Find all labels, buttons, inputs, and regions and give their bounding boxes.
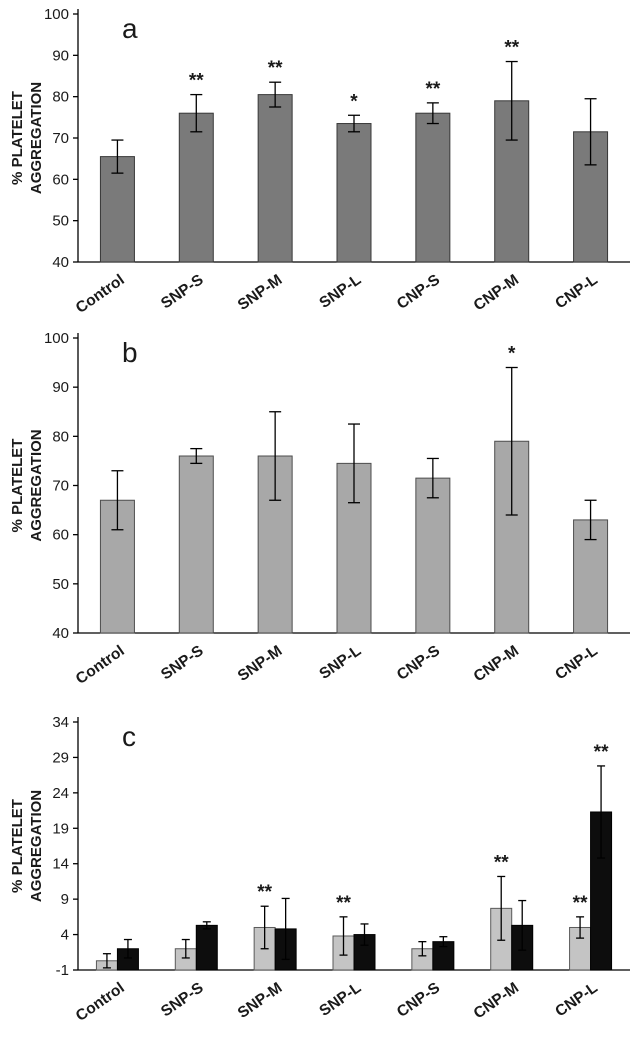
y-tick-label: 90 (52, 379, 69, 396)
bar-SNP-M-aggregation (257, 94, 293, 263)
x-category-label: CNP-S (394, 979, 443, 1021)
x-category-label: SNP-L (316, 271, 364, 312)
significance-marker: ** (504, 38, 519, 59)
x-category-label: CNP-L (552, 979, 601, 1020)
x-category-label: SNP-M (235, 271, 286, 314)
y-tick-label: 100 (44, 330, 69, 347)
y-axis-title: % PLATELET (9, 91, 26, 185)
x-category-label: CNP-S (394, 271, 443, 313)
y-axis-title: AGGREGATION (28, 790, 45, 902)
chart-svg-c: -1 4 9 14 19 24 29 34 % PLATELET AGGREGATION c ** **… (9, 714, 630, 1025)
bar-CNP-S-aggregation (415, 112, 451, 263)
significance-marker: ** (189, 71, 204, 92)
bar-CNP-S-aggregation (415, 477, 451, 634)
significance-marker: ** (336, 893, 351, 914)
y-axis-title: AGGREGATION (28, 82, 45, 194)
x-category-label: CNP-L (552, 271, 601, 312)
significance-marker: ** (257, 882, 272, 903)
x-category-label: Control (73, 271, 128, 317)
y-tick-label: 70 (52, 478, 69, 495)
x-category-label: SNP-L (316, 979, 364, 1020)
y-tick-label: 4 (61, 927, 69, 944)
x-category-label: CNP-L (552, 642, 601, 683)
panel-label: a (122, 13, 138, 44)
y-tick-label: 60 (52, 171, 69, 188)
y-tick-label: 50 (52, 213, 69, 230)
y-axis-title: AGGREGATION (28, 429, 45, 541)
significance-marker: ** (425, 79, 440, 100)
y-tick-label: 40 (52, 254, 69, 271)
x-category-label: SNP-S (158, 642, 207, 683)
chart-panel-a: 40 50 60 70 80 90 100% PLATELET AGGREGATION a ** *… (0, 0, 643, 325)
bar-SNP-S-aggregation (178, 455, 214, 634)
significance-marker: * (350, 91, 358, 112)
chart-svg-b: 40 50 60 70 80 90 100 % PLATELET AGGREGATION b * Co… (9, 330, 630, 688)
y-tick-label: -1 (56, 962, 69, 979)
y-tick-label: 14 (52, 856, 69, 873)
y-tick-label: 60 (52, 527, 69, 544)
y-tick-label: 29 (52, 749, 69, 766)
y-tick-label: 100 (44, 6, 69, 23)
x-category-label: SNP-S (158, 271, 207, 312)
x-category-label: SNP-S (158, 979, 207, 1020)
y-tick-label: 80 (52, 428, 69, 445)
y-tick-label: 90 (52, 47, 69, 64)
significance-marker: ** (268, 58, 283, 79)
bar-SNP-L-aggregation (336, 123, 372, 263)
significance-marker: ** (573, 893, 588, 914)
chart-panel-c: -1 4 9 14 19 24 29 34 % PLATELET AGGREGATION c ** **… (0, 706, 643, 1039)
bar-SNP-S-aggregation (178, 112, 214, 263)
y-tick-label: 24 (52, 785, 69, 802)
x-category-label: SNP-M (235, 979, 286, 1022)
y-tick-label: 9 (61, 891, 69, 908)
y-axis-title: % PLATELET (9, 799, 26, 893)
panel-label: c (122, 721, 136, 752)
bar-SNP-S-black-series (195, 924, 218, 971)
y-tick-label: 80 (52, 89, 69, 106)
y-tick-label: 40 (52, 625, 69, 642)
significance-marker: ** (594, 742, 609, 763)
significance-marker: * (508, 344, 516, 365)
x-category-label: CNP-M (471, 642, 522, 685)
bar-Control-aggregation (99, 156, 135, 263)
panel-label: b (122, 337, 138, 368)
y-axis-title: % PLATELET (9, 439, 26, 533)
y-tick-label: 50 (52, 576, 69, 593)
bar-Control-aggregation (99, 499, 135, 634)
x-category-label: SNP-L (316, 642, 364, 683)
x-category-label: CNP-M (471, 271, 522, 314)
y-tick-label: 70 (52, 130, 69, 147)
x-category-label: Control (73, 642, 128, 688)
x-category-label: CNP-S (394, 642, 443, 684)
y-tick-label: 19 (52, 820, 69, 837)
x-category-label: CNP-M (471, 979, 522, 1022)
chart-panel-b: 40 50 60 70 80 90 100 % PLATELET AGGREGATION b * Co… (0, 325, 643, 706)
x-category-label: SNP-M (235, 642, 286, 685)
significance-marker: ** (494, 852, 509, 873)
y-tick-label: 34 (52, 714, 69, 731)
x-category-label: Control (73, 979, 128, 1025)
